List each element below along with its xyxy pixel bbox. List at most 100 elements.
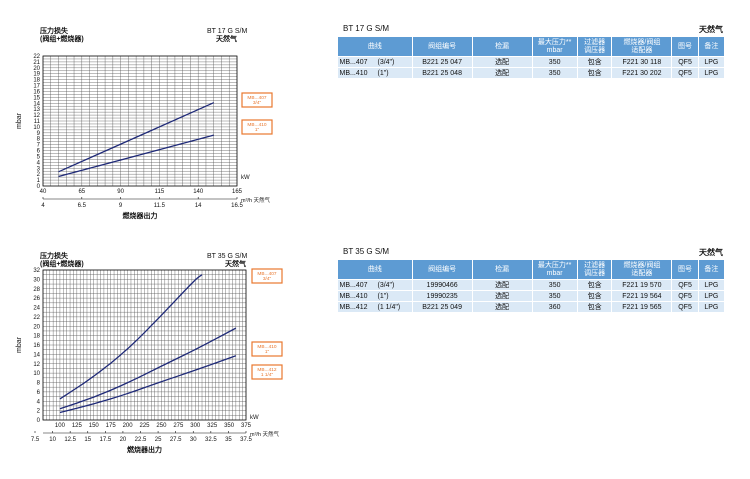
- column-header: 阀组编号: [411, 259, 473, 280]
- table-cell: MB...412 (1 1/4"): [337, 301, 413, 313]
- table-cell: 选配: [472, 290, 533, 302]
- table-cell: QF5: [671, 279, 699, 291]
- column-header: 燃烧器/阀组 适配器: [611, 259, 673, 280]
- chart-model: BT 35 G S/M: [207, 253, 247, 260]
- chart-title: (阀组+燃烧器): [40, 34, 84, 43]
- table-cell: 350: [532, 290, 578, 302]
- table-cell: 包含: [577, 290, 613, 302]
- curve-size: (1"): [377, 292, 389, 300]
- table-cell: F221 19 564: [611, 290, 673, 302]
- table-cell: MB...407 (3/4"): [337, 56, 413, 68]
- chart-model: BT 17 G S/M: [207, 28, 247, 35]
- y-tick-label: 4: [37, 160, 41, 166]
- column-header: 阀组编号: [411, 36, 473, 57]
- series-line: [59, 327, 237, 410]
- series-label: 1": [265, 349, 270, 355]
- table-cell: 选配: [472, 279, 533, 291]
- y-tick-label: 21: [33, 60, 40, 66]
- series-label-box: [251, 341, 283, 357]
- x-tick-label-kw: 150: [89, 423, 100, 429]
- y-tick-label: 3: [37, 166, 41, 172]
- pressure-loss-chart: 012345678910111213141516171819202122mbar…: [16, 26, 273, 220]
- y-tick-label: 20: [33, 66, 40, 72]
- x-tick-label-kw: 375: [241, 423, 252, 429]
- table-bt17: BT 17 G S/M 天然气 曲线 阀组编号 检漏 最大压力** mbar 过滤器 调压器…: [337, 22, 726, 79]
- x-unit-m3h: m³/h 天然气: [241, 196, 271, 204]
- table-cell: MB...410 (1"): [337, 67, 413, 79]
- series-label: 1": [255, 127, 260, 133]
- y-tick-label: 13: [33, 107, 40, 113]
- column-header: 燃烧器/阀组 适配器: [611, 36, 673, 57]
- table-cell: B221 25 048: [412, 67, 473, 79]
- x-tick-label-kw: 90: [117, 189, 124, 195]
- y-tick-label: 8: [37, 381, 41, 387]
- x-tick-label-kw: 225: [139, 423, 150, 429]
- x-tick-label-m3h: 32.5: [205, 437, 217, 443]
- table-cell: 选配: [472, 56, 533, 68]
- column-header: 曲线: [337, 36, 413, 57]
- x-tick-label-kw: 165: [232, 189, 243, 195]
- table-row: MB...412 (1 1/4") B221 25 049 选配 360 包含 F221 1…: [337, 301, 726, 313]
- x-tick-label-kw: 200: [123, 423, 134, 429]
- series-line: [59, 274, 203, 400]
- series-label-box: [241, 119, 273, 135]
- curve-model: MB...410: [339, 69, 368, 77]
- series-label: MB...407: [257, 271, 277, 277]
- table-cell: B221 25 049: [412, 301, 473, 313]
- plot-frame: [42, 55, 238, 187]
- table-row: MB...410 (1") 19990235 选配 350 包含 F221 19 564 QF…: [337, 290, 726, 302]
- x-tick-label-kw: 140: [193, 189, 204, 195]
- series-label: MB...410: [257, 344, 277, 350]
- table-model-title: BT 35 G S/M: [343, 247, 390, 256]
- chart-title: 压力损失: [40, 26, 69, 35]
- y-tick-label: 6: [37, 390, 41, 396]
- y-tick-label: 1: [37, 178, 41, 184]
- y-tick-label: 4: [37, 399, 41, 405]
- y-tick-label: 12: [33, 113, 40, 119]
- curve-model: MB...410: [339, 292, 368, 300]
- y-tick-label: 30: [33, 277, 40, 283]
- table-cell: QF5: [671, 301, 699, 313]
- x-tick-label-kw: 325: [207, 423, 218, 429]
- table-model-title: BT 17 G S/M: [343, 24, 390, 33]
- y-axis-label: mbar: [16, 112, 23, 129]
- table-row: MB...407 (3/4") 19990466 选配 350 包含 F221 19 570…: [337, 279, 726, 291]
- table-cell: F221 19 570: [611, 279, 673, 291]
- column-header: 最大压力** mbar: [531, 36, 578, 57]
- y-tick-label: 2: [37, 409, 41, 415]
- x-axis-label: 燃烧器出力: [122, 211, 158, 220]
- x-tick-label-m3h: 15: [84, 437, 91, 443]
- table-cell: 包含: [577, 56, 613, 68]
- x-tick-label-kw: 175: [106, 423, 117, 429]
- table-cell: LPG: [698, 67, 726, 79]
- chart-title: 压力损失: [40, 251, 69, 260]
- y-tick-label: 28: [33, 287, 40, 293]
- y-tick-label: 7: [37, 143, 41, 149]
- table-cell: 350: [532, 279, 578, 291]
- y-tick-label: 0: [37, 418, 41, 424]
- y-tick-label: 5: [37, 154, 41, 160]
- series-label: MB...412: [257, 367, 277, 373]
- series-label: MB...407: [247, 95, 267, 101]
- y-tick-label: 19: [33, 72, 40, 78]
- column-header: 检漏: [471, 259, 533, 280]
- table-row: MB...407 (3/4") B221 25 047 选配 350 包含 F221 30 …: [337, 56, 726, 68]
- curve-model: MB...407: [339, 58, 368, 66]
- table-cell: 选配: [472, 67, 533, 79]
- y-tick-label: 14: [33, 101, 40, 107]
- series-label: 3/4": [263, 276, 272, 282]
- y-tick-label: 6: [37, 149, 41, 155]
- series-label-box: [251, 364, 283, 380]
- x-tick-label-kw: 125: [72, 423, 83, 429]
- x-unit-kw: kW: [250, 415, 259, 421]
- y-tick-label: 22: [33, 315, 40, 321]
- column-header: 最大压力** mbar: [531, 259, 578, 280]
- series-label-box: [241, 92, 273, 108]
- table-cell: 19990466: [412, 279, 473, 291]
- x-tick-label-m3h: 4: [41, 203, 45, 209]
- x-tick-label-m3h: 37.5: [240, 437, 252, 443]
- table-cell: F221 19 565: [611, 301, 673, 313]
- column-header: 检漏: [471, 36, 533, 57]
- y-tick-label: 14: [33, 352, 40, 358]
- series-label: 1 1/4": [261, 372, 274, 378]
